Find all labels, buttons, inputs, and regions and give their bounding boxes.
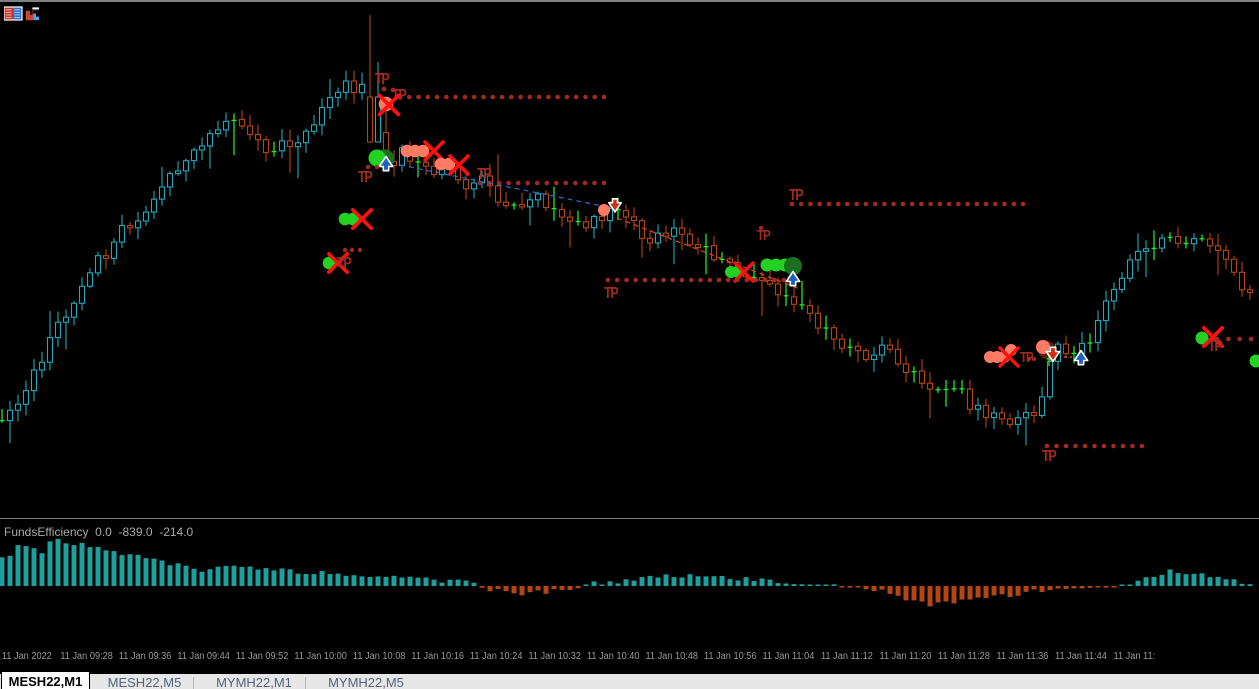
svg-text:TP: TP <box>375 71 390 89</box>
svg-text:TP: TP <box>358 169 373 187</box>
svg-text:TP: TP <box>789 187 804 205</box>
svg-text:TP: TP <box>1020 349 1034 366</box>
svg-text:TP: TP <box>757 227 771 244</box>
svg-text:TP: TP <box>337 255 352 273</box>
svg-text:TP: TP <box>1042 448 1057 466</box>
svg-text:TP: TP <box>604 285 619 303</box>
